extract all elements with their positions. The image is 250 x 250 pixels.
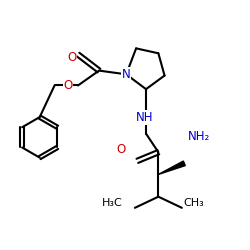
Text: H₃C: H₃C — [102, 198, 122, 208]
Text: O: O — [67, 50, 76, 64]
Text: O: O — [64, 79, 73, 92]
Text: N: N — [122, 68, 130, 81]
Text: NH₂: NH₂ — [188, 130, 210, 142]
Polygon shape — [158, 161, 185, 174]
Text: O: O — [117, 143, 126, 156]
Text: CH₃: CH₃ — [183, 198, 204, 208]
Text: NH: NH — [136, 111, 154, 124]
